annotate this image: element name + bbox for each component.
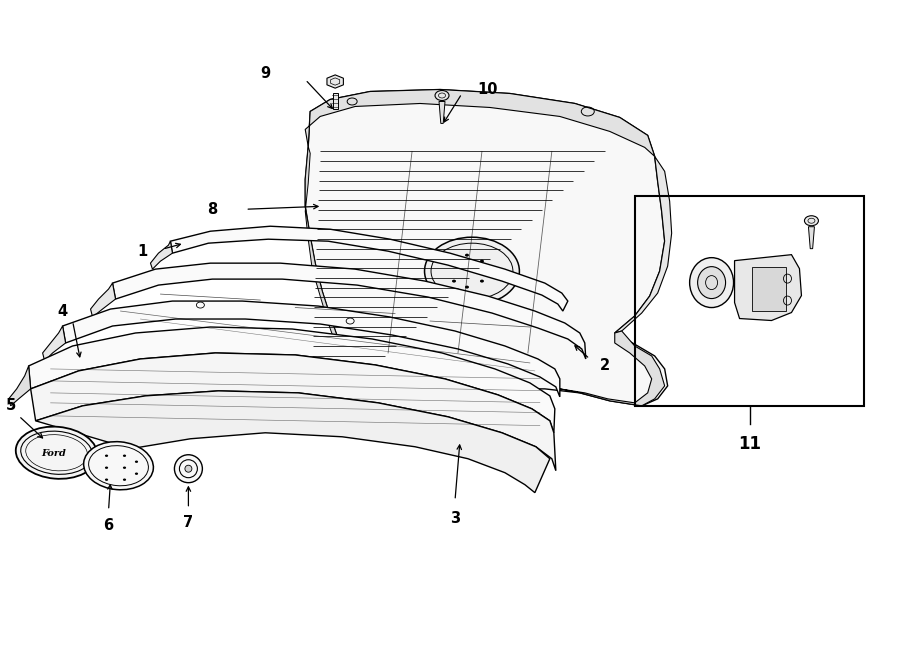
Ellipse shape [425, 237, 519, 305]
Bar [752, 266, 787, 311]
Ellipse shape [805, 215, 818, 225]
Polygon shape [615, 157, 671, 333]
Polygon shape [439, 102, 445, 124]
Text: 3: 3 [450, 511, 460, 526]
Polygon shape [333, 93, 338, 110]
Ellipse shape [105, 479, 108, 481]
Ellipse shape [435, 91, 449, 100]
Polygon shape [91, 283, 115, 317]
Polygon shape [42, 326, 66, 361]
Text: 4: 4 [58, 303, 68, 319]
Polygon shape [305, 89, 654, 157]
Polygon shape [327, 75, 344, 88]
Text: 7: 7 [184, 515, 194, 530]
Ellipse shape [105, 455, 108, 457]
Ellipse shape [452, 260, 456, 262]
Ellipse shape [123, 467, 126, 469]
Polygon shape [29, 327, 554, 433]
Ellipse shape [16, 426, 97, 479]
Ellipse shape [135, 473, 138, 475]
Polygon shape [112, 263, 586, 359]
Text: 9: 9 [260, 66, 270, 81]
Ellipse shape [123, 455, 126, 457]
Polygon shape [560, 331, 665, 406]
Polygon shape [808, 227, 814, 249]
Ellipse shape [465, 254, 469, 256]
Text: 1: 1 [138, 244, 148, 258]
Ellipse shape [184, 465, 192, 472]
Polygon shape [9, 366, 31, 406]
Text: 6: 6 [104, 518, 113, 533]
Ellipse shape [480, 260, 484, 262]
Polygon shape [734, 254, 802, 321]
Polygon shape [150, 241, 173, 269]
Ellipse shape [84, 442, 153, 490]
Text: 11: 11 [738, 435, 761, 453]
Text: 10: 10 [478, 82, 499, 97]
Polygon shape [305, 89, 668, 406]
Ellipse shape [698, 266, 725, 299]
Ellipse shape [135, 461, 138, 463]
Polygon shape [305, 146, 360, 371]
Polygon shape [63, 301, 560, 397]
Ellipse shape [452, 280, 456, 283]
Ellipse shape [689, 258, 733, 307]
Bar [634, 196, 864, 406]
Ellipse shape [480, 280, 484, 283]
Ellipse shape [123, 479, 126, 481]
Ellipse shape [465, 286, 469, 289]
Text: 5: 5 [5, 399, 16, 413]
Text: 8: 8 [207, 202, 218, 217]
Polygon shape [31, 353, 556, 471]
Ellipse shape [105, 467, 108, 469]
Text: 2: 2 [599, 358, 610, 373]
Polygon shape [36, 391, 550, 492]
Ellipse shape [175, 455, 202, 483]
Text: Ford: Ford [41, 449, 66, 458]
Polygon shape [170, 226, 568, 311]
